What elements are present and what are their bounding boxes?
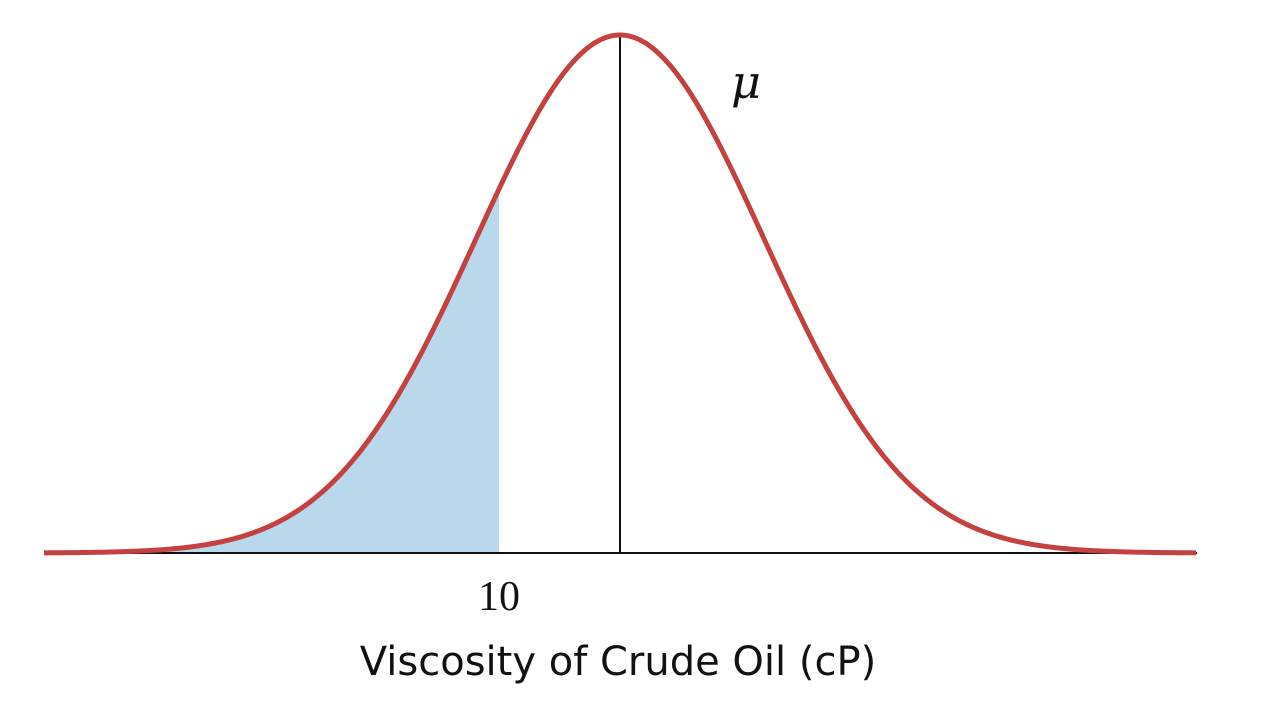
- normal-curve: [43, 32, 1197, 556]
- x-axis-title: Viscosity of Crude Oil (cP): [360, 639, 876, 685]
- x-tick-label-10: 10: [478, 574, 520, 620]
- mean-label: μ: [731, 55, 761, 109]
- shaded-area-below-10: [44, 189, 499, 553]
